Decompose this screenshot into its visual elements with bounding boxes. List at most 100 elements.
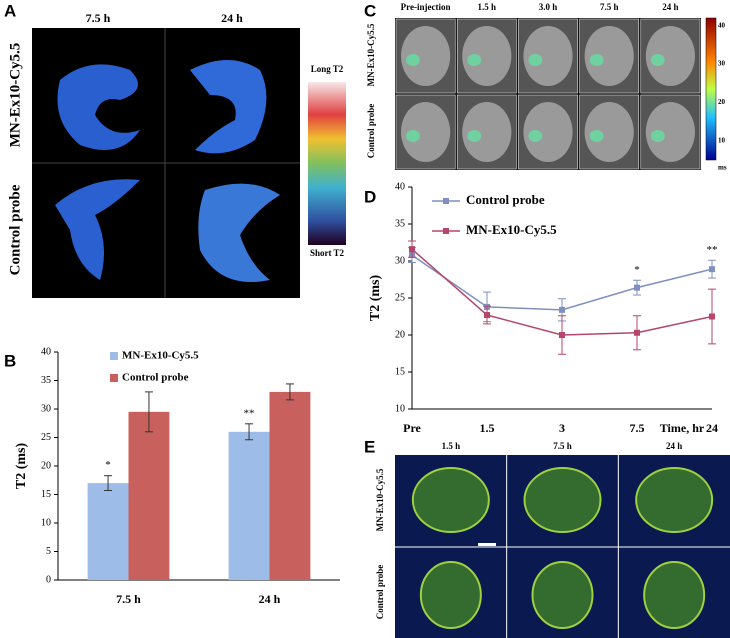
legend-label: Control probe (122, 372, 189, 384)
panel-letter: B (4, 351, 16, 370)
tumor (650, 130, 665, 142)
panel-a: A 7.5 h 24 h MN-Ex10-Cy5.5 Control probe… (4, 1, 346, 298)
significance: ** (244, 407, 255, 419)
islet (411, 467, 490, 533)
y-tick-label: 15 (395, 366, 405, 377)
column-label: 24 h (662, 2, 678, 12)
tissue (198, 183, 280, 282)
mri-body (523, 102, 573, 162)
x-tick-label: 24 h (259, 592, 281, 606)
column-label: 3.0 h (539, 2, 558, 12)
significance: * (634, 264, 640, 276)
x-tick-label: 7.5 h (116, 592, 141, 606)
legend-marker (443, 228, 449, 234)
tumor (467, 130, 482, 142)
legend-label: MN-Ex10-Cy5.5 (466, 222, 557, 237)
y-tick-label: 25 (395, 292, 405, 303)
column-label: 7.5 h (553, 441, 572, 451)
y-tick-label: 40 (41, 346, 51, 357)
x-tick-label: 1.5 (480, 421, 495, 435)
colorbar-tick-label: 30 (718, 60, 726, 68)
y-axis-label: T2 (ms) (14, 443, 29, 490)
mri-body (462, 102, 512, 162)
tumor (589, 130, 604, 142)
column-label: 1.5 h (478, 2, 497, 12)
panel-c: C MN-Ex10-Cy5.5 Control probe Pre-inject… (364, 1, 727, 171)
y-tick-label: 30 (395, 255, 405, 266)
islet (635, 467, 714, 533)
mri-body (523, 26, 573, 86)
colorbar-label: Short T2 (310, 248, 345, 258)
tissue (190, 60, 267, 154)
mri-body (584, 102, 634, 162)
row-label: MN-Ex10-Cy5.5 (7, 43, 23, 148)
tumor (406, 130, 420, 142)
bar (87, 483, 129, 580)
legend-label: MN-Ex10-Cy5.5 (122, 350, 199, 362)
bar (269, 391, 311, 580)
point (709, 266, 715, 273)
y-tick-label: 40 (395, 181, 405, 192)
column-label: 1.5 h (442, 441, 461, 451)
y-tick-label: 35 (395, 218, 405, 229)
significance: ** (707, 244, 718, 256)
x-tick-label: 24 (706, 421, 718, 435)
column-label: Pre-injection (401, 2, 451, 12)
point (559, 332, 565, 338)
legend-marker (443, 198, 449, 204)
islet (419, 561, 482, 629)
y-tick-label: 10 (41, 517, 51, 528)
y-tick-label: 30 (41, 403, 51, 414)
column-label: 7.5 h (86, 11, 111, 25)
row-label: Control probe (366, 104, 376, 158)
point (484, 312, 490, 319)
column-label: 24 h (221, 11, 243, 25)
bar (128, 411, 170, 580)
islet (523, 467, 602, 533)
point (634, 329, 640, 336)
tissue (57, 64, 140, 150)
colorbar-label: Long T2 (311, 64, 344, 74)
mri-body (584, 26, 634, 86)
colorbar-tick-label: 20 (718, 98, 726, 106)
mri-body (645, 26, 696, 86)
legend-swatch (110, 374, 118, 382)
x-axis-label: Time, hr (660, 421, 705, 435)
point (634, 284, 640, 291)
y-tick-label: 0 (46, 574, 51, 585)
scale-bar (478, 543, 496, 546)
x-tick-label: 3 (559, 421, 565, 435)
colorbar-tick-label: 10 (718, 136, 726, 144)
y-tick-label: 5 (46, 546, 51, 557)
bar (228, 431, 270, 580)
y-tick-label: 15 (41, 489, 51, 500)
significance: * (105, 459, 111, 471)
tumor (528, 54, 543, 66)
panel-letter: D (364, 187, 376, 206)
y-tick-label: 10 (395, 403, 405, 414)
tumor (528, 130, 543, 142)
legend-swatch (110, 352, 118, 360)
point (709, 313, 715, 320)
tumor (650, 54, 665, 66)
row-label: Control probe (375, 565, 385, 619)
colorbar (705, 17, 717, 161)
y-tick-label: 25 (41, 432, 51, 443)
row-label: Control probe (7, 184, 23, 275)
row-label: MN-Ex10-Cy5.5 (375, 468, 385, 531)
y-tick-label: 20 (395, 329, 405, 340)
mri-body (645, 102, 696, 162)
point (559, 306, 565, 313)
colorbar-unit: ms (718, 164, 727, 172)
mri-body (401, 102, 451, 162)
mri-body (462, 26, 512, 86)
panel-e: E MN-Ex10-Cy5.5 Control probe 1.5 h 7.5 h… (364, 437, 730, 638)
row-label: MN-Ex10-Cy5.5 (366, 23, 376, 86)
islet (643, 561, 706, 629)
tumor (467, 54, 482, 66)
column-label: 7.5 h (600, 2, 619, 12)
colorbar-tick-label: 40 (718, 21, 726, 29)
islet (531, 561, 594, 629)
x-tick-label: 7.5 (630, 421, 645, 435)
